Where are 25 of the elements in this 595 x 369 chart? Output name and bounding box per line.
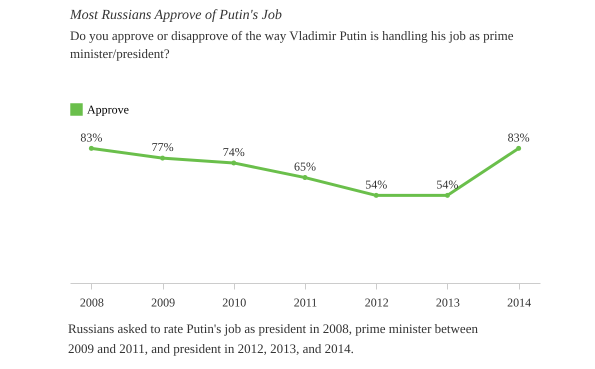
data-label: 65%: [294, 160, 316, 174]
data-label: 77%: [152, 140, 174, 154]
point: [160, 156, 166, 161]
x-tick-label: 2010: [222, 296, 246, 310]
x-tick-label: 2011: [294, 296, 318, 310]
point: [88, 146, 94, 151]
point: [231, 160, 236, 166]
text: Russians asked to rate Putin's job as president in 2008, prime minister between 2009 and 2011, and president in 2012, 2013, and 2014.: [68, 321, 478, 356]
x-tick-label: 2012: [364, 296, 389, 310]
point: [374, 192, 379, 198]
point: [302, 175, 308, 180]
x-tick-label: 2008: [80, 296, 104, 310]
point: [444, 192, 450, 198]
x-tick-label: 2014: [507, 296, 532, 310]
x-tick-label: 2013: [436, 296, 460, 310]
data-label: 83%: [508, 130, 530, 144]
chart-title: Most Russians Approve of Putin's Job: [69, 8, 282, 23]
data-label: 54%: [436, 177, 458, 192]
point: [516, 146, 522, 151]
data-label: 54%: [365, 177, 388, 192]
data-label: 83%: [80, 130, 102, 144]
chart-subtitle: Do you approve or disapprove of the way Vladimir Putin is handling his job as prime minister/president?: [70, 28, 514, 61]
x-tick-label: 2009: [151, 296, 176, 310]
data-label: 74%: [222, 144, 245, 159]
legend-label: Approve: [87, 102, 129, 116]
